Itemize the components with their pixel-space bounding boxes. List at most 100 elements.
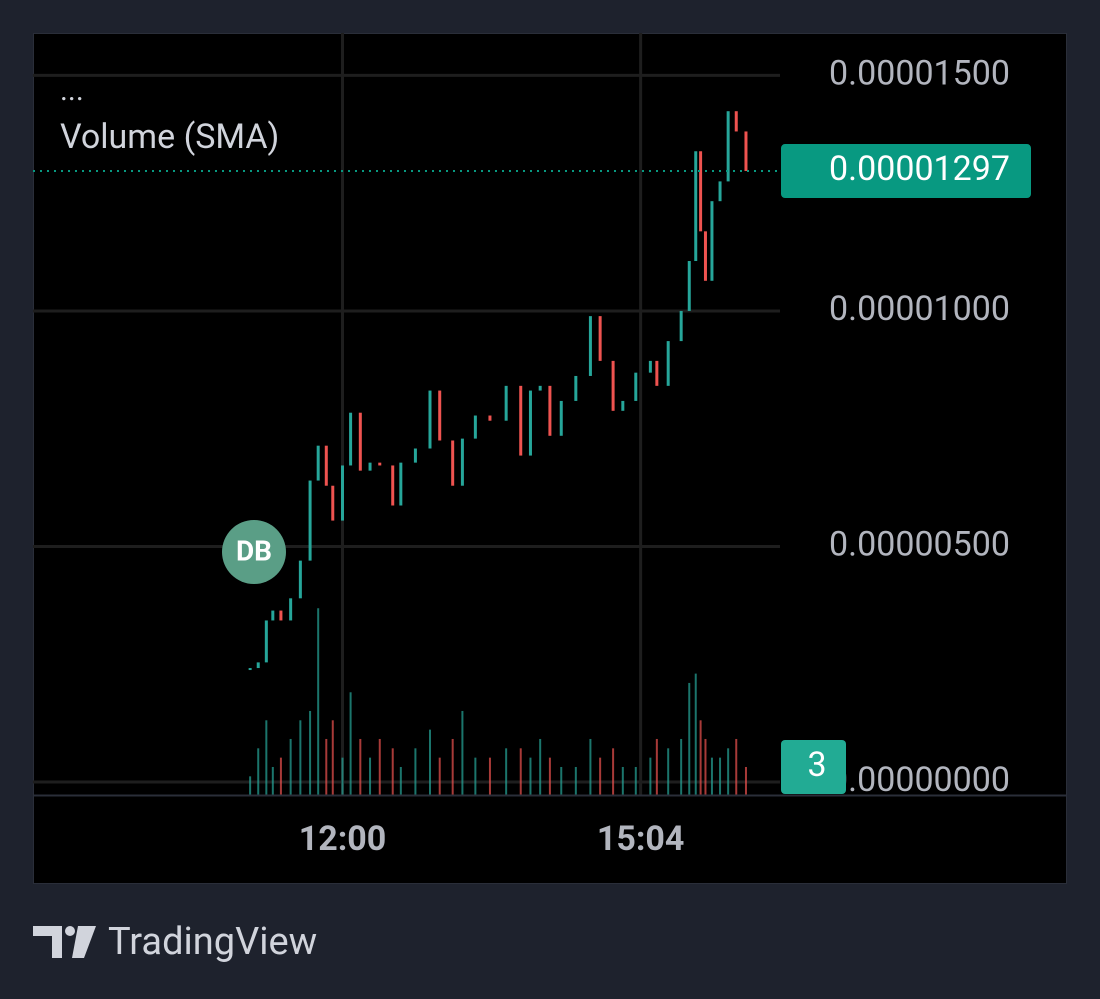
candle bbox=[548, 385, 552, 436]
candle bbox=[451, 440, 455, 486]
candle bbox=[648, 360, 652, 373]
candle bbox=[399, 462, 403, 506]
y-tick-label: 0.00000000 bbox=[829, 760, 1010, 800]
volume-bar bbox=[369, 757, 372, 795]
volume-bar bbox=[378, 738, 381, 795]
candle bbox=[699, 151, 703, 232]
badge-circle bbox=[222, 520, 286, 584]
volume-bar bbox=[680, 738, 683, 795]
volume-bar bbox=[699, 720, 702, 795]
volume-bar bbox=[710, 757, 713, 795]
candle bbox=[504, 385, 508, 421]
candle bbox=[256, 662, 260, 669]
logo-shape bbox=[33, 926, 62, 958]
candle bbox=[391, 465, 395, 506]
candle bbox=[271, 610, 275, 621]
candle bbox=[298, 560, 302, 599]
volume-bar bbox=[612, 748, 615, 795]
volume-bar bbox=[257, 748, 260, 795]
volume-bar bbox=[488, 757, 491, 795]
candle bbox=[666, 341, 670, 386]
candle bbox=[460, 438, 464, 486]
volume-bar bbox=[529, 757, 532, 795]
volume-bar bbox=[474, 757, 477, 795]
candle bbox=[538, 385, 542, 391]
candle bbox=[248, 668, 252, 671]
volume-bar bbox=[399, 766, 402, 795]
candle bbox=[528, 390, 532, 456]
volume-bar bbox=[325, 738, 328, 795]
candle bbox=[734, 111, 738, 132]
volume-bar bbox=[704, 738, 707, 795]
volume-bar bbox=[735, 738, 738, 795]
volume-bar bbox=[688, 682, 691, 795]
volume-bar bbox=[548, 757, 551, 795]
volume-bar bbox=[289, 738, 292, 795]
candle bbox=[634, 372, 638, 401]
candle bbox=[588, 316, 592, 376]
volume-bar bbox=[589, 738, 592, 795]
volume-bar bbox=[634, 766, 637, 795]
volume-bar bbox=[414, 748, 417, 795]
candle bbox=[519, 385, 523, 456]
candle bbox=[703, 231, 707, 281]
volume-bar bbox=[599, 757, 602, 795]
candle bbox=[679, 310, 683, 342]
x-tick-label: 15:04 bbox=[597, 819, 685, 859]
candle bbox=[264, 620, 268, 663]
candle bbox=[368, 462, 372, 471]
volume-bar bbox=[299, 720, 302, 795]
volume-bar bbox=[438, 757, 441, 795]
candle bbox=[726, 111, 730, 182]
axis-labels: 0.00000000 0.00000500 0.00001000 0.00001500… bbox=[299, 53, 1031, 859]
volume-bar bbox=[560, 766, 563, 795]
candle bbox=[559, 400, 563, 436]
candle bbox=[718, 181, 722, 202]
candle bbox=[473, 415, 477, 439]
candle bbox=[358, 412, 362, 471]
candle bbox=[279, 610, 283, 621]
last-price-badge bbox=[781, 144, 1031, 199]
volume-bar bbox=[359, 738, 362, 795]
candle bbox=[438, 390, 442, 441]
volume-bar bbox=[428, 729, 431, 795]
y-tick-label: 0.00001500 bbox=[829, 53, 1010, 93]
logo-shape bbox=[72, 926, 96, 958]
y-tick-label: 0.00001000 bbox=[829, 289, 1010, 329]
candle bbox=[331, 485, 335, 521]
last-volume-badge bbox=[781, 739, 846, 794]
volume-bar bbox=[391, 748, 394, 795]
volume-bar bbox=[271, 766, 274, 795]
volume-bar bbox=[655, 738, 658, 795]
volume-bar bbox=[265, 720, 268, 795]
last-price-label: 0.00001297 bbox=[829, 149, 1010, 189]
volume-bar bbox=[519, 748, 522, 795]
last-volume-label: 3 bbox=[807, 745, 826, 785]
volume-bar bbox=[621, 766, 624, 795]
candle bbox=[710, 201, 714, 281]
volume-bar bbox=[744, 766, 747, 795]
price-layer bbox=[33, 111, 780, 671]
candle bbox=[611, 360, 615, 411]
event-badge[interactable]: DB bbox=[222, 520, 286, 584]
volume-bar bbox=[719, 757, 722, 795]
candle bbox=[621, 400, 625, 411]
volume-bar bbox=[667, 748, 670, 795]
candle bbox=[308, 480, 312, 561]
candle bbox=[349, 412, 353, 466]
candle bbox=[574, 375, 578, 401]
volume-bar bbox=[451, 738, 454, 795]
volume-bar bbox=[649, 757, 652, 795]
volume-bar bbox=[461, 710, 464, 795]
grid bbox=[33, 33, 780, 795]
volume-bar bbox=[505, 748, 508, 795]
volume-bar bbox=[279, 757, 282, 795]
candle bbox=[687, 261, 691, 311]
candle bbox=[694, 151, 698, 262]
menu-dots[interactable]: ... bbox=[60, 73, 84, 108]
volume-bar bbox=[309, 710, 312, 795]
tradingview-logo: TradingView bbox=[33, 920, 317, 964]
candle bbox=[316, 445, 320, 481]
